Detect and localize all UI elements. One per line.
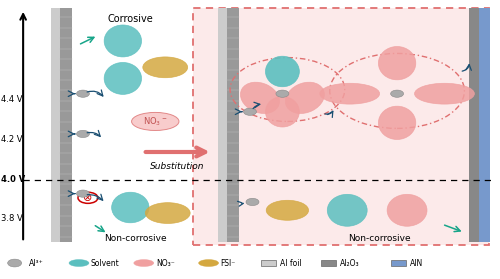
FancyBboxPatch shape [262, 260, 276, 266]
Ellipse shape [146, 203, 190, 223]
Text: Non-corrosive: Non-corrosive [348, 234, 411, 242]
Circle shape [276, 90, 289, 97]
FancyBboxPatch shape [470, 8, 480, 242]
Ellipse shape [328, 194, 367, 226]
Text: 3.8 V: 3.8 V [0, 214, 22, 223]
Ellipse shape [132, 112, 179, 131]
Circle shape [246, 198, 259, 206]
Ellipse shape [414, 83, 474, 104]
Text: Al³⁺: Al³⁺ [28, 259, 44, 268]
FancyBboxPatch shape [322, 260, 336, 266]
Text: Al foil: Al foil [280, 259, 302, 268]
Circle shape [76, 130, 90, 138]
Ellipse shape [286, 82, 325, 114]
Circle shape [76, 90, 90, 97]
Text: 4.2 V: 4.2 V [0, 135, 22, 144]
Ellipse shape [378, 106, 416, 140]
Ellipse shape [378, 47, 416, 80]
Ellipse shape [266, 200, 308, 220]
Ellipse shape [198, 259, 218, 266]
FancyBboxPatch shape [218, 8, 226, 242]
Ellipse shape [134, 259, 154, 266]
FancyBboxPatch shape [192, 8, 490, 245]
Ellipse shape [266, 97, 300, 127]
Circle shape [244, 108, 256, 115]
Ellipse shape [240, 82, 280, 114]
Ellipse shape [112, 192, 149, 223]
Text: FSI⁻: FSI⁻ [220, 259, 236, 268]
FancyBboxPatch shape [60, 8, 72, 242]
Text: Solvent: Solvent [91, 259, 120, 268]
Circle shape [8, 259, 22, 267]
Text: Corrosive: Corrosive [108, 14, 153, 24]
Text: NO$_3$$^-$: NO$_3$$^-$ [143, 115, 168, 128]
Circle shape [390, 90, 404, 97]
Text: Al₂O₃: Al₂O₃ [340, 259, 360, 268]
Ellipse shape [320, 83, 380, 104]
FancyBboxPatch shape [391, 260, 406, 266]
Text: ⊗: ⊗ [84, 193, 92, 203]
Ellipse shape [69, 259, 89, 266]
Text: Non-corrosive: Non-corrosive [104, 234, 166, 242]
Text: Substitution: Substitution [150, 162, 205, 171]
Circle shape [78, 192, 98, 203]
Ellipse shape [143, 57, 188, 78]
Text: NO₃⁻: NO₃⁻ [156, 259, 174, 268]
Ellipse shape [266, 56, 300, 87]
FancyBboxPatch shape [50, 8, 59, 242]
FancyBboxPatch shape [480, 8, 490, 242]
Circle shape [76, 190, 90, 197]
Ellipse shape [387, 194, 427, 226]
Text: 4.4 V: 4.4 V [0, 95, 22, 104]
Text: AlN: AlN [410, 259, 424, 268]
Ellipse shape [104, 25, 142, 57]
FancyBboxPatch shape [226, 8, 239, 242]
Ellipse shape [104, 62, 142, 94]
Text: 4.0 V: 4.0 V [0, 175, 25, 184]
